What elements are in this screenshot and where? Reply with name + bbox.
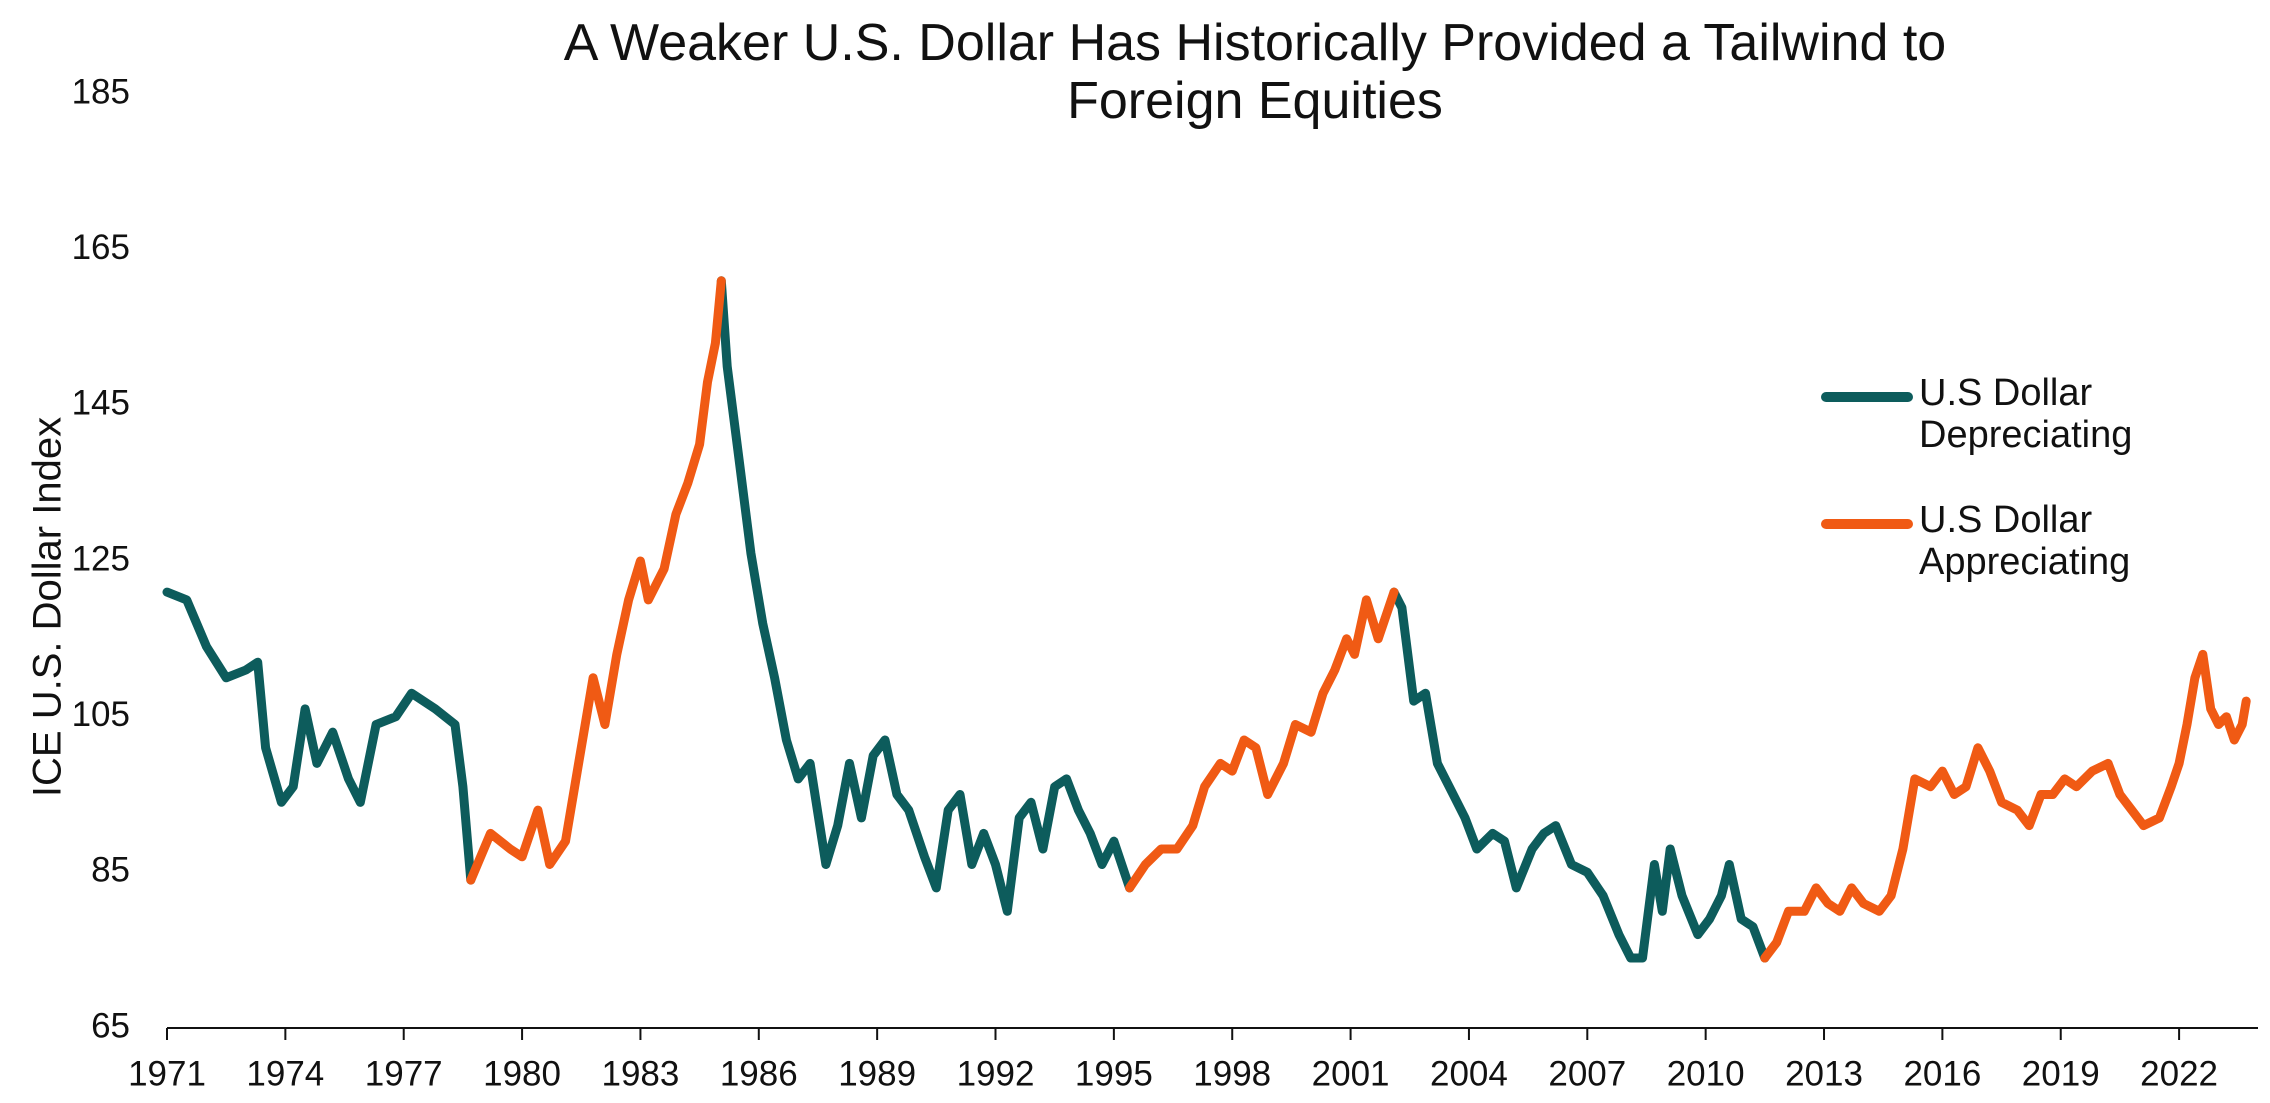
legend-swatch xyxy=(1821,392,1913,402)
legend-item: U.S Dollar Appreciating xyxy=(1821,499,2189,583)
x-tick-label: 2013 xyxy=(1785,1054,1863,1093)
chart-title: Foreign Equities xyxy=(1067,72,1443,130)
legend-label: U.S Dollar Appreciating xyxy=(1919,499,2131,583)
y-tick-label: 65 xyxy=(91,1006,130,1045)
x-tick-label: 1986 xyxy=(720,1054,798,1093)
y-tick-label: 185 xyxy=(72,72,130,111)
legend-swatch xyxy=(1821,519,1913,529)
series-line xyxy=(466,276,2251,963)
x-tick-label: 2010 xyxy=(1667,1054,1745,1093)
x-tick-label: 1992 xyxy=(957,1054,1035,1093)
x-tick-label: 1983 xyxy=(601,1054,679,1093)
x-tick-label: 2004 xyxy=(1430,1054,1508,1093)
x-tick-label: 1995 xyxy=(1075,1054,1153,1093)
x-tick-label: 2007 xyxy=(1548,1054,1626,1093)
x-tick-label: 1971 xyxy=(128,1054,206,1093)
legend-item: U.S Dollar Depreciating xyxy=(1821,372,2189,456)
x-tick-label: 1977 xyxy=(365,1054,443,1093)
x-tick-label: 2016 xyxy=(1903,1054,1981,1093)
y-tick-label: 125 xyxy=(72,539,130,578)
y-tick-label: 105 xyxy=(72,695,130,734)
chart-title: A Weaker U.S. Dollar Has Historically Pr… xyxy=(564,14,1946,72)
x-tick-label: 2019 xyxy=(2022,1054,2100,1093)
x-tick-label: 1980 xyxy=(483,1054,561,1093)
x-tick-label: 2001 xyxy=(1312,1054,1390,1093)
x-tick-label: 1989 xyxy=(838,1054,916,1093)
y-axis-label: ICE U.S. Dollar Index xyxy=(26,417,70,797)
x-tick-label: 2022 xyxy=(2140,1054,2218,1093)
series-line xyxy=(162,276,1770,963)
x-tick-label: 1998 xyxy=(1193,1054,1271,1093)
y-tick-label: 145 xyxy=(72,384,130,423)
x-tick-label: 1974 xyxy=(246,1054,324,1093)
y-tick-label: 165 xyxy=(72,228,130,267)
y-tick-label: 85 xyxy=(91,851,130,890)
legend-label: U.S Dollar Depreciating xyxy=(1919,372,2133,456)
